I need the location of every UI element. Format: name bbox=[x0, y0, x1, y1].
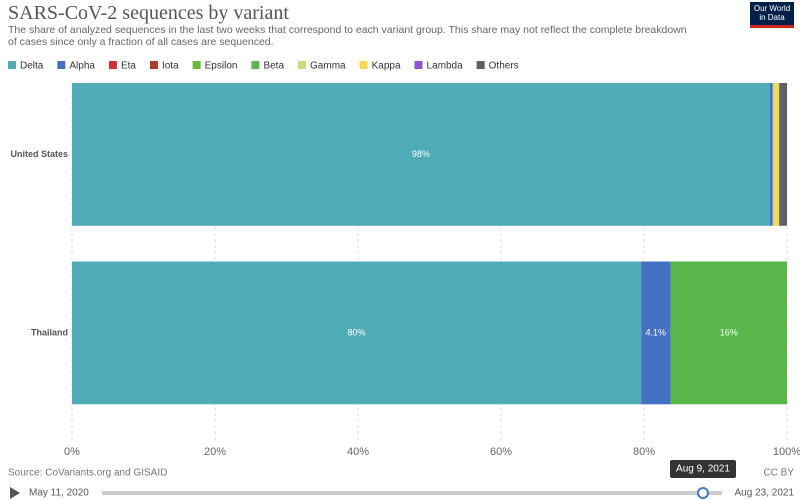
timeline-handle[interactable] bbox=[697, 487, 709, 499]
timeline-end: Aug 23, 2021 bbox=[735, 488, 795, 499]
legend-swatch[interactable] bbox=[476, 61, 485, 69]
x-tick-label: 0% bbox=[64, 446, 80, 458]
legend-swatch[interactable] bbox=[359, 61, 368, 69]
legend-swatch[interactable] bbox=[251, 61, 260, 69]
bar-segment[interactable] bbox=[72, 83, 770, 226]
value-label: 16% bbox=[720, 327, 738, 337]
legend-label: Others bbox=[489, 61, 519, 72]
legend-swatch[interactable] bbox=[149, 61, 158, 69]
bar-segment[interactable] bbox=[774, 83, 780, 226]
tooltip bbox=[670, 460, 736, 478]
value-label: 4.1% bbox=[646, 327, 667, 337]
bar-segment[interactable] bbox=[779, 83, 787, 226]
timeline-start: May 11, 2020 bbox=[29, 488, 89, 499]
timeline-current: Aug 9, 2021 bbox=[676, 464, 730, 475]
play-button[interactable] bbox=[10, 487, 20, 499]
value-label: 98% bbox=[412, 149, 430, 159]
x-tick-label: 40% bbox=[347, 446, 369, 458]
legend-label: Gamma bbox=[310, 61, 346, 72]
legend-label: Beta bbox=[263, 61, 284, 72]
bar-segment[interactable] bbox=[769, 83, 773, 226]
value-label: 80% bbox=[348, 327, 366, 337]
legend-label: Alpha bbox=[69, 61, 95, 72]
x-tick-label: 80% bbox=[633, 446, 655, 458]
legend-swatch[interactable] bbox=[298, 61, 307, 69]
bar-segment[interactable] bbox=[641, 261, 671, 405]
legend-label: Lambda bbox=[427, 61, 464, 72]
legend-label: Kappa bbox=[372, 61, 401, 72]
legend-swatch[interactable] bbox=[8, 61, 16, 69]
y-tick-label: United States bbox=[10, 149, 68, 159]
legend-swatch[interactable] bbox=[57, 61, 66, 69]
legend-label: Eta bbox=[121, 61, 136, 72]
legend-label: Delta bbox=[20, 61, 44, 72]
x-tick-label: 60% bbox=[490, 446, 512, 458]
license[interactable]: CC BY bbox=[763, 468, 794, 479]
chart-subtitle: The share of analyzed sequences in the l… bbox=[8, 24, 687, 48]
bar-segment[interactable] bbox=[72, 261, 642, 405]
legend-label: Epsilon bbox=[205, 61, 238, 72]
x-tick-label: 20% bbox=[204, 446, 226, 458]
legend-swatch[interactable] bbox=[192, 61, 201, 69]
source: Source: CoVariants.org and GISAID bbox=[8, 468, 167, 479]
bar-segment[interactable] bbox=[772, 83, 775, 226]
logo[interactable]: Our World in Data bbox=[750, 2, 794, 28]
chart-title: SARS-CoV-2 sequences by variant bbox=[8, 2, 289, 24]
bar-segment[interactable] bbox=[670, 261, 787, 405]
legend-swatch[interactable] bbox=[414, 61, 423, 69]
legend-swatch[interactable] bbox=[108, 61, 117, 69]
y-tick-label: Thailand bbox=[31, 327, 68, 337]
x-tick-label: 100% bbox=[773, 446, 800, 458]
legend-label: Iota bbox=[162, 61, 179, 72]
